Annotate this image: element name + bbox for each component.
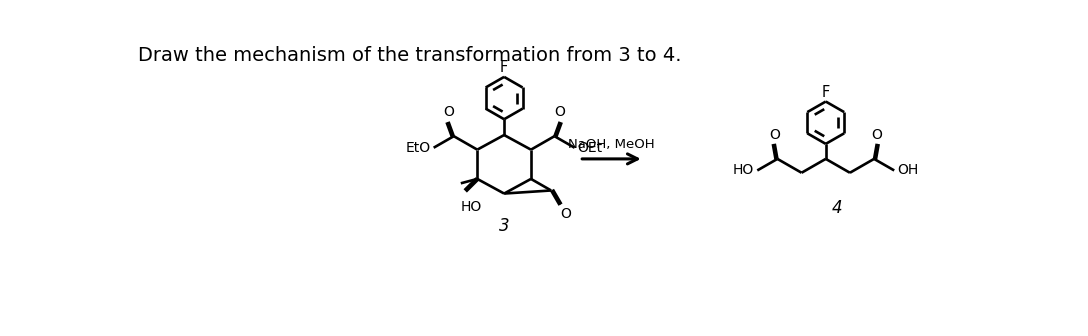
Text: 4: 4 bbox=[832, 199, 843, 217]
Text: HO: HO bbox=[733, 163, 754, 177]
Text: O: O bbox=[871, 128, 882, 142]
Text: O: O bbox=[554, 106, 565, 119]
Text: EtO: EtO bbox=[406, 141, 431, 155]
Text: OEt: OEt bbox=[578, 141, 603, 155]
Text: HO: HO bbox=[460, 201, 482, 214]
Text: F: F bbox=[821, 85, 830, 100]
Text: Draw the mechanism of the transformation from 3 to 4.: Draw the mechanism of the transformation… bbox=[137, 46, 681, 66]
Text: NaOH, MeOH: NaOH, MeOH bbox=[568, 138, 655, 151]
Text: O: O bbox=[560, 207, 571, 221]
Text: OH: OH bbox=[898, 163, 918, 177]
Text: F: F bbox=[500, 60, 508, 75]
Text: O: O bbox=[769, 128, 780, 142]
Text: 3: 3 bbox=[498, 217, 509, 235]
Text: O: O bbox=[443, 106, 454, 119]
